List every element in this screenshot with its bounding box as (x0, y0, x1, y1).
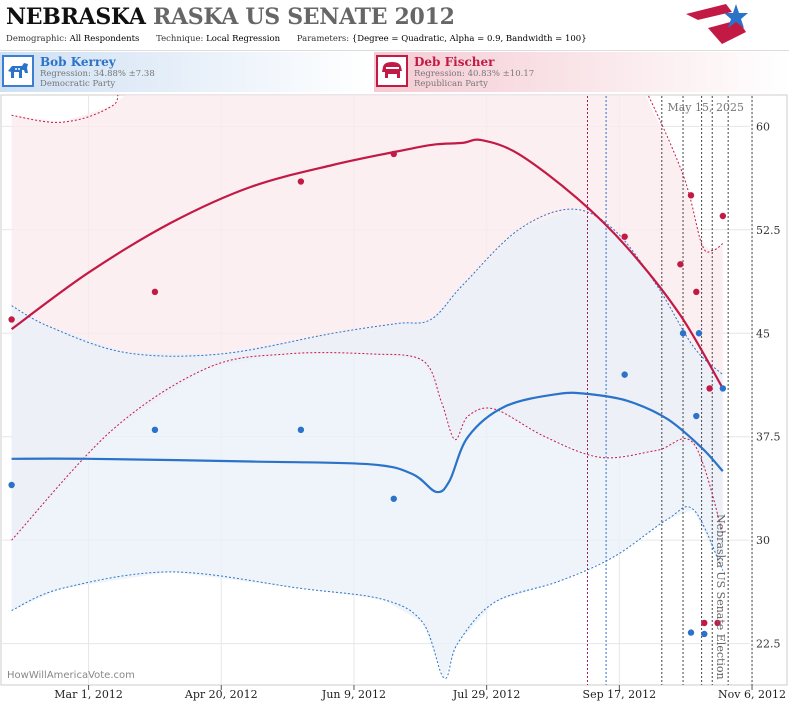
bob-kerrey-poll-point (701, 630, 708, 638)
candidate-party: Republican Party (414, 79, 488, 89)
y-tick-label: 52.5 (756, 224, 781, 237)
candidate-party: Democratic Party (40, 79, 116, 89)
y-tick-label: 45 (756, 327, 770, 340)
deb-fischer-poll-point (621, 233, 628, 240)
technique-label: Technique: (156, 34, 204, 44)
bob-kerrey-poll-point (719, 385, 727, 392)
watermark[interactable]: HowWillAmericaVote.com (7, 670, 135, 681)
y-tick-label: 22.5 (756, 638, 781, 651)
deb-fischer-poll-point (706, 385, 713, 392)
bob-kerrey-poll-point (687, 629, 695, 636)
bob-kerrey-poll-point (8, 481, 15, 489)
demographic-value: All Respondents (69, 34, 140, 44)
x-tick-label: Jul 29, 2012 (452, 688, 521, 701)
deb-fischer-poll-point (693, 288, 700, 296)
candidate-bar: Bob Kerrey Regression: 34.88% ±7.38 Demo… (0, 52, 789, 94)
deb-fischer-lower-bound (11, 352, 724, 541)
parameters-value: {Degree = Quadratic, Alpha = 0.9, Bandwi… (351, 34, 587, 44)
x-tick-label: Nov 6, 2012 (718, 688, 786, 701)
deb-fischer-poll-point (8, 316, 15, 323)
deb-fischer-regression-line (10, 138, 724, 389)
bob-kerrey-poll-point (151, 426, 159, 434)
bob-kerrey-lower-bound (11, 506, 724, 679)
x-tick-label: Apr 20, 2012 (184, 688, 258, 701)
bob-kerrey-poll-point (693, 412, 700, 420)
demographic-label: Demographic: (6, 34, 67, 44)
y-tick-label: 37.5 (756, 431, 781, 444)
deb-fischer-poll-point (719, 212, 727, 220)
x-tick-label: Sep 17, 2012 (583, 688, 657, 701)
header: NEBRASKA RASKA US SENATE 2012 Demographi… (0, 0, 789, 51)
bob-kerrey-poll-point (297, 426, 305, 434)
candidate-name: Bob Kerrey (40, 55, 116, 69)
bob-kerrey-poll-point (695, 330, 703, 337)
deb-fischer-poll-point (701, 619, 708, 627)
bob-kerrey-poll-point (679, 330, 687, 337)
title-rest: RASKA US SENATE 2012 (152, 4, 455, 30)
deb-fischer-poll-point (297, 178, 305, 185)
technique-value: Local Regression (206, 34, 281, 44)
y-tick-label: 30 (756, 534, 770, 547)
chart-plot: 22.5 30 37.5 45 52.5 60 Mar 1, 2012 Apr 20, 201… (0, 94, 788, 701)
deb-fischer-poll-point (151, 288, 159, 296)
deb-fischer-poll-point (390, 150, 397, 158)
bob-kerrey-upper-bound (11, 208, 724, 375)
parameters-label: Parameters: (296, 34, 350, 44)
elephant-icon (376, 55, 408, 87)
candidate-regression: Regression: 34.88% ±7.38 (40, 69, 155, 79)
x-tick-label: Jun 9, 2012 (321, 688, 386, 701)
donkey-icon (2, 55, 34, 87)
candidate-name: Deb Fischer (414, 55, 495, 69)
page-title: NEBRASKA RASKA US SENATE 2012 (6, 4, 455, 30)
y-tick-label: 60 (756, 120, 770, 133)
candidate-republican[interactable]: Deb Fischer Regression: 40.83% ±10.17 Re… (374, 52, 789, 92)
deb-fischer-poll-point (687, 192, 695, 199)
parameters-line: Demographic: All Respondents Technique: … (6, 34, 601, 44)
bob-kerrey-regression-line (11, 391, 724, 494)
deb-fischer-upper-bound (11, 95, 724, 253)
bob-kerrey-poll-point (621, 371, 628, 378)
deb-fischer-poll-point (714, 619, 721, 627)
title-state: NEBRASKA (6, 4, 146, 30)
date-stamp: May 15, 2025 (667, 101, 744, 114)
bob-kerrey-confidence-band (11, 209, 723, 679)
bob-kerrey-poll-point (390, 495, 397, 502)
site-logo-icon[interactable] (686, 2, 752, 52)
deb-fischer-poll-point (677, 261, 684, 268)
x-tick-label: Mar 1, 2012 (54, 688, 123, 701)
candidate-democrat[interactable]: Bob Kerrey Regression: 34.88% ±7.38 Demo… (0, 52, 370, 92)
candidate-regression: Regression: 40.83% ±10.17 (414, 69, 535, 79)
election-label: Nebraska US Senate Election (714, 514, 727, 680)
